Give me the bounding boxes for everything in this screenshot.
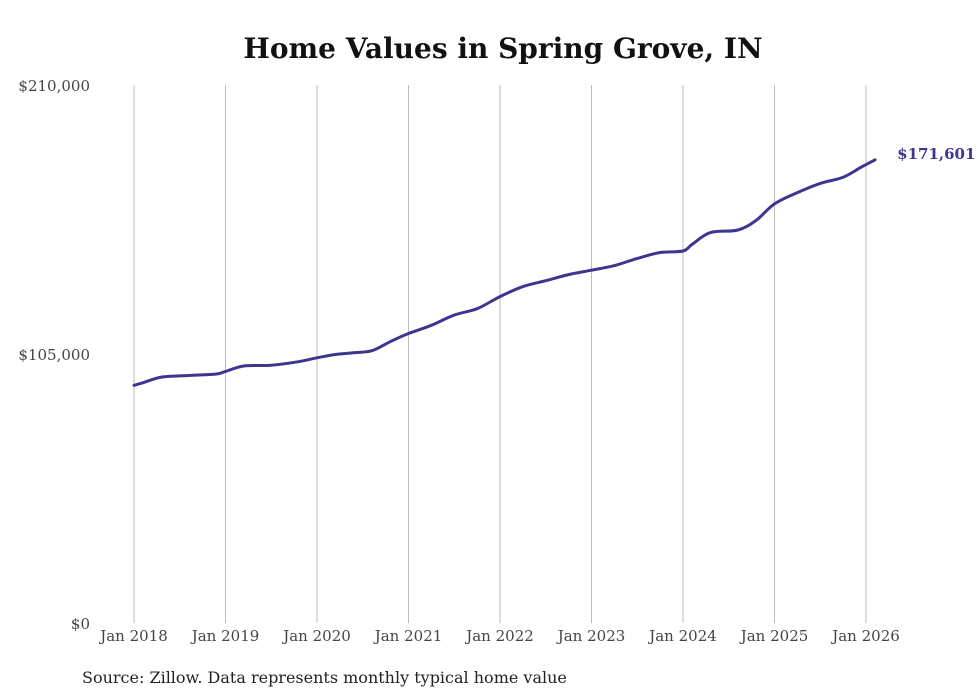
x-tick-label: Jan 2026 [830, 627, 900, 645]
x-tick-label: Jan 2025 [739, 627, 809, 645]
chart-title: Home Values in Spring Grove, IN [243, 32, 762, 65]
y-tick-label: $210,000 [18, 77, 90, 95]
x-axis-tick-labels: Jan 2018 Jan 2019 Jan 2020 Jan 2021 Jan 2022… [98, 627, 900, 645]
x-tick-label: Jan 2021 [373, 627, 443, 645]
grid-lines [133, 85, 867, 623]
series-layer [132, 158, 877, 387]
y-tick-label: $0 [71, 615, 90, 633]
y-axis-tick-labels: $0 $105,000 $210,000 [18, 77, 90, 633]
x-tick-label: Jan 2024 [647, 627, 717, 645]
x-tick-label: Jan 2019 [190, 627, 260, 645]
x-tick-label: Jan 2023 [556, 627, 626, 645]
end-value-label: $171,601 [897, 145, 975, 163]
source-note: Source: Zillow. Data represents monthly … [82, 668, 567, 687]
x-tick-label: Jan 2020 [281, 627, 351, 645]
x-tick-label: Jan 2018 [98, 627, 168, 645]
series-line-0 [132, 158, 877, 387]
y-tick-label: $105,000 [18, 346, 90, 364]
x-tick-label: Jan 2022 [464, 627, 534, 645]
